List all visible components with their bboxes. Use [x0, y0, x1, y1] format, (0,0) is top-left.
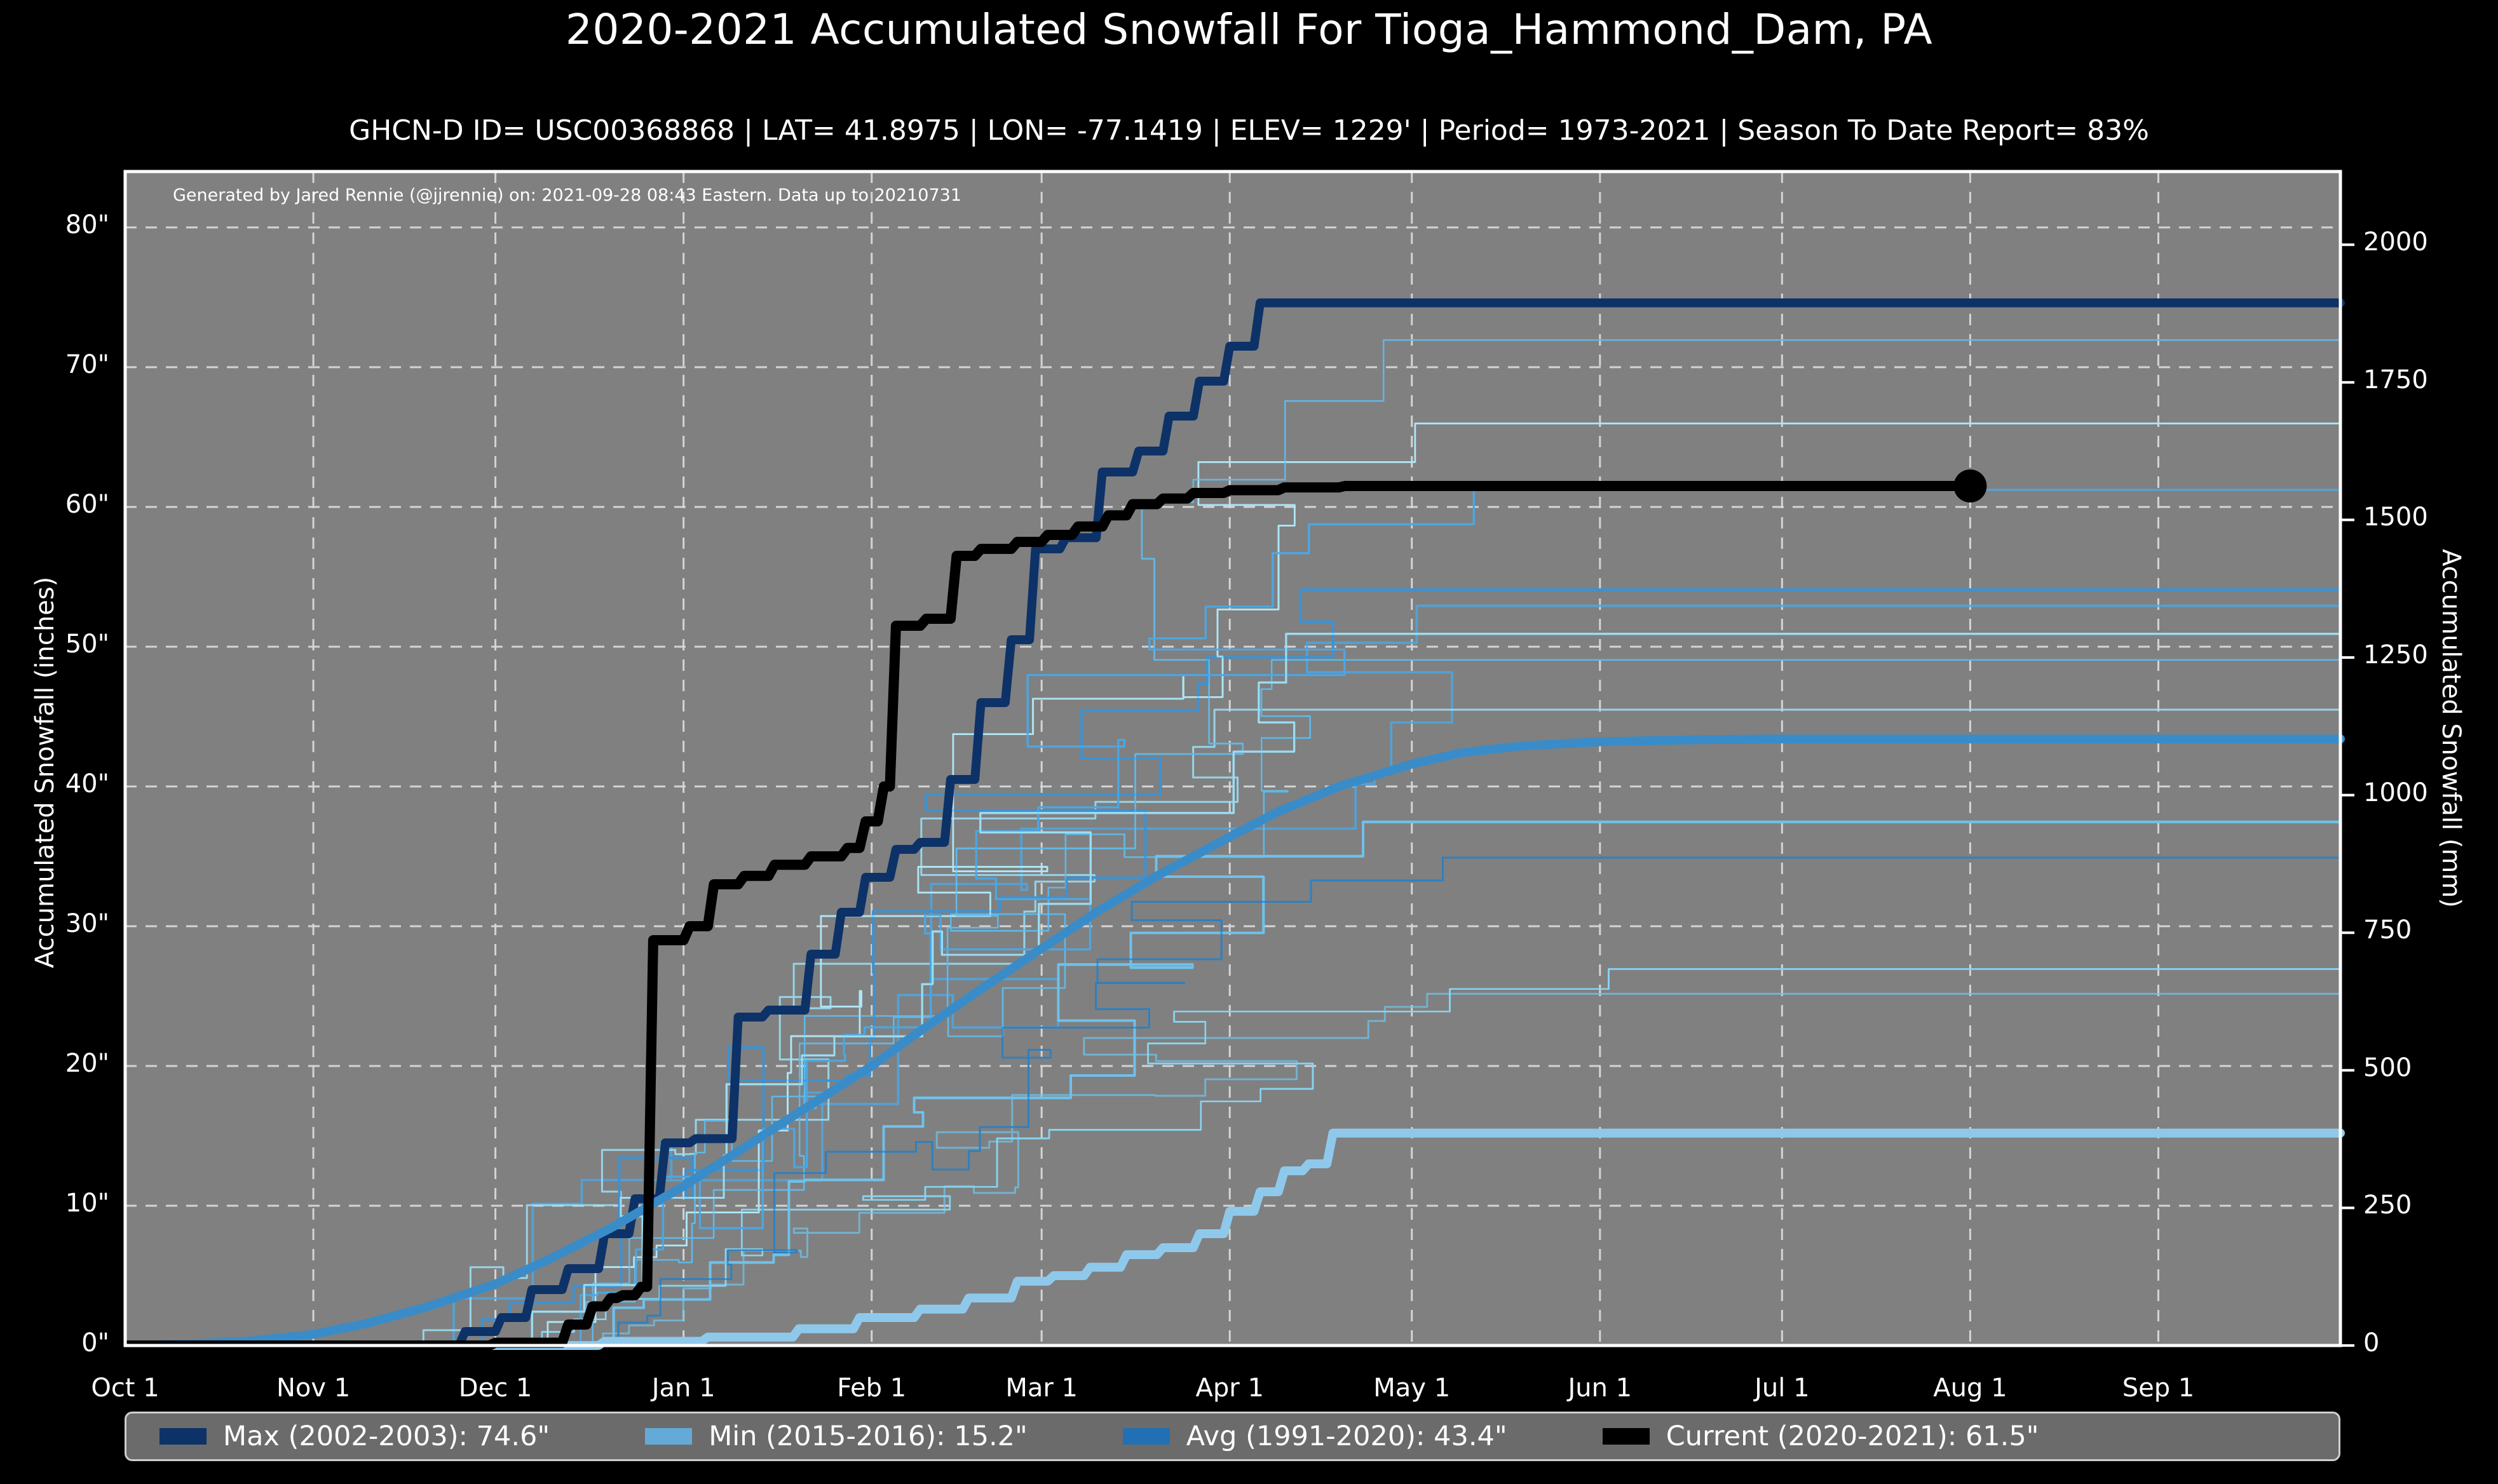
x-tick-label: Sep 1: [2122, 1373, 2195, 1403]
series-line-avg: [121, 734, 2345, 1350]
page-title: 2020-2021 Accumulated Snowfall For Tioga…: [565, 5, 1933, 54]
x-tick-label: Mar 1: [1005, 1373, 1078, 1403]
legend-min[interactable]: Min (2015-2016): 15.2": [645, 1420, 1028, 1452]
y-tick-label-left: 70": [65, 350, 109, 379]
historical-trace: [124, 856, 2342, 1347]
x-tick-label: Dec 1: [458, 1373, 533, 1403]
y-tick-label-left: 0": [81, 1328, 109, 1358]
historical-trace: [124, 489, 2342, 1347]
y-tick-label-right: 1000: [2363, 778, 2428, 807]
chart-legend[interactable]: Max (2002-2003): 74.6" Min (2015-2016): 1…: [125, 1412, 2340, 1461]
x-tick-label: May 1: [1373, 1373, 1451, 1403]
x-tick-label: Nov 1: [276, 1373, 351, 1403]
y-tick-label-left: 20": [65, 1049, 109, 1078]
y-tick-label-right: 2000: [2363, 227, 2428, 257]
legend-min-label: Min (2015-2016): 15.2": [709, 1420, 1028, 1452]
y-tick-label-right: 500: [2363, 1053, 2412, 1083]
current-end-marker: [1953, 469, 1987, 503]
legend-avg[interactable]: Avg (1991-2020): 43.4": [1122, 1420, 1507, 1452]
legend-max[interactable]: Max (2002-2003): 74.6": [160, 1420, 550, 1452]
y-tick-label-left: 40": [65, 769, 109, 799]
x-tick-label: Jul 1: [1755, 1373, 1810, 1403]
series-line-current: [120, 481, 1976, 1351]
historical-trace: [124, 820, 2342, 1347]
legend-avg-label: Avg (1991-2020): 43.4": [1186, 1420, 1507, 1452]
legend-current-swatch: [1602, 1428, 1650, 1445]
y-tick-label-right: 1500: [2363, 503, 2428, 532]
y-tick-label-right: 1250: [2363, 640, 2428, 670]
y-tick-label-left: 50": [65, 630, 109, 659]
y-tick-label-right: 750: [2363, 915, 2412, 945]
y-axis-label-right: Accumulated Snowfall (mm): [2436, 549, 2466, 908]
legend-current-label: Current (2020-2021): 61.5": [1666, 1420, 2039, 1452]
y-tick-label-right: 1750: [2363, 365, 2428, 395]
legend-avg-swatch: [1122, 1428, 1170, 1445]
historical-trace: [124, 604, 2342, 1347]
legend-max-swatch: [160, 1428, 207, 1445]
legend-max-label: Max (2002-2003): 74.6": [223, 1420, 550, 1452]
legend-min-swatch: [645, 1428, 693, 1445]
y-tick-label-right: 250: [2363, 1191, 2412, 1220]
historical-trace: [124, 659, 2342, 1347]
y-tick-label-right: 0: [2363, 1328, 2380, 1358]
x-tick-label: Oct 1: [91, 1373, 160, 1403]
x-tick-label: Aug 1: [1933, 1373, 2007, 1403]
chart-subtitle: GHCN-D ID= USC00368868 | LAT= 41.8975 | …: [349, 114, 2149, 147]
x-tick-label: Jan 1: [651, 1373, 716, 1403]
plot-area-border: [123, 170, 2342, 1347]
y-tick-label-left: 10": [65, 1189, 109, 1218]
y-tick-label-left: 30": [65, 909, 109, 938]
y-tick-label-left: 80": [65, 210, 109, 239]
x-tick-label: Jun 1: [1568, 1373, 1633, 1403]
historical-trace: [124, 422, 2342, 1347]
series-line-min: [121, 1128, 2345, 1350]
legend-current[interactable]: Current (2020-2021): 61.5": [1602, 1420, 2039, 1452]
historical-trace: [124, 339, 2342, 1347]
credit-text: Generated by Jared Rennie (@jjrennie) on…: [173, 186, 962, 205]
y-tick-label-left: 60": [65, 490, 109, 519]
series-line-max: [121, 298, 2345, 1350]
x-tick-label: Feb 1: [837, 1373, 907, 1403]
x-tick-label: Apr 1: [1195, 1373, 1264, 1403]
